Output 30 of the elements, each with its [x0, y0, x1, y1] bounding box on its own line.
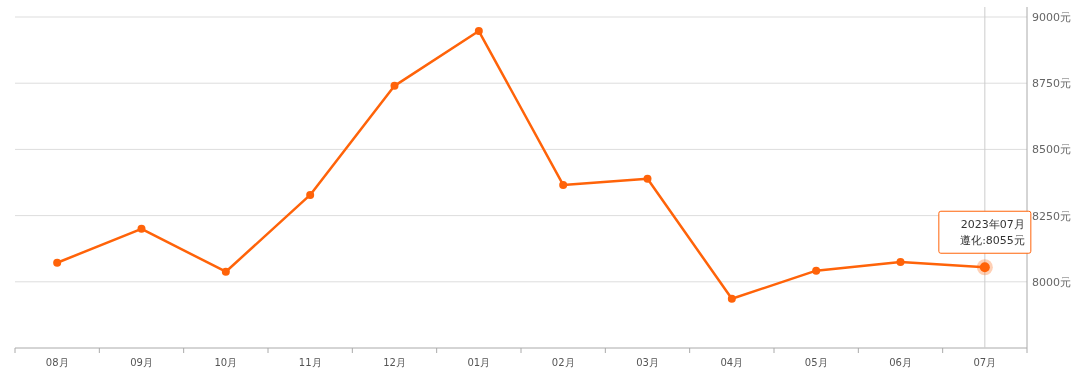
x-tick-label: 09月: [130, 357, 153, 368]
point: [53, 258, 62, 267]
point: [812, 266, 821, 275]
x-tick-label: 05月: [804, 357, 828, 368]
annotation: 遵化:8055元: [960, 234, 1025, 248]
x-tick-label: 02月: [551, 357, 575, 368]
point: [474, 27, 483, 36]
x-tick-label: 11月: [298, 357, 322, 368]
x-tick-label: 04月: [720, 357, 744, 368]
point: [896, 257, 905, 266]
x-tick-label: 07月: [973, 357, 997, 368]
point: [559, 180, 568, 189]
point: [306, 190, 315, 199]
x-tick-label: 10月: [214, 357, 238, 368]
y-tick-label: 8250元: [1032, 209, 1071, 223]
x-tick-label: 12月: [383, 357, 406, 368]
point: [221, 267, 230, 276]
point: [727, 294, 736, 303]
x-tick-label: 08月: [45, 357, 69, 368]
x-tick-label: 01月: [467, 357, 491, 368]
point: [137, 224, 146, 233]
y-tick-label: 8000元: [1032, 275, 1071, 289]
point: [390, 81, 399, 90]
y-tick-label: 8500元: [1032, 143, 1071, 157]
point: [643, 174, 652, 183]
x-tick-label: 06月: [889, 357, 912, 368]
annotation: 2023年07月: [960, 218, 1025, 232]
y-tick-label: 8750元: [1032, 77, 1071, 91]
x-tick-label: 03月: [636, 357, 659, 368]
y-tick-label: 9000元: [1032, 11, 1071, 24]
